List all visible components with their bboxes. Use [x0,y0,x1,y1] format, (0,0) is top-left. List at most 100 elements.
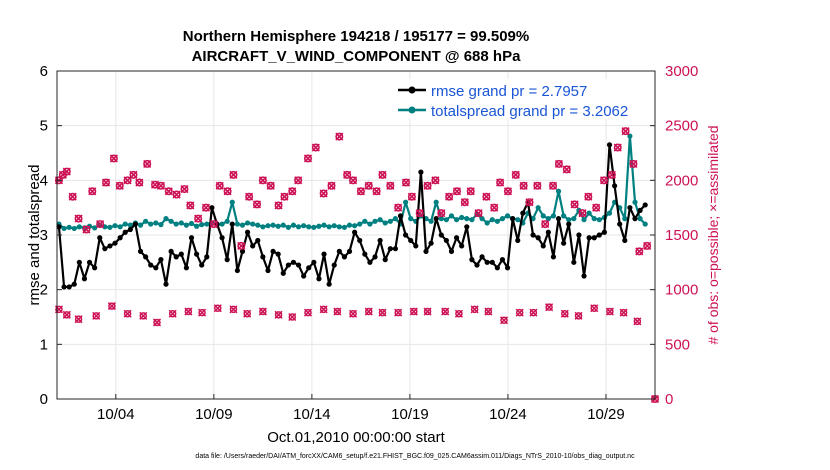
obs-possible-cross [280,192,289,201]
totalspread-point [443,217,449,223]
totalspread-point [239,222,246,228]
rmse-point [255,237,261,244]
totalspread-point [352,223,358,229]
obs-assimilated-point [529,308,538,317]
obs-assimilated-point [243,309,251,318]
obs-possible-point [460,198,469,207]
totalspread-point [178,220,184,226]
obs-possible-cross [466,187,475,196]
obs-assimilated-point [364,307,373,316]
totalspread-point [290,222,297,228]
obs-possible-cross [378,170,387,179]
totalspread-point [545,216,551,222]
obs-possible-point [407,192,416,201]
rmse-point [81,276,88,282]
obs-possible-cross [592,203,601,212]
chart-title: Northern Hemisphere 194218 / 195177 = 99… [183,28,529,45]
rmse-point [148,262,154,268]
obs-assimilated-cross [229,305,238,314]
obs-possible-point [180,185,189,194]
obs-possible-point [592,203,601,212]
obs-possible-cross [223,187,232,196]
obs-assimilated-point [123,309,132,318]
totalspread-point [193,223,200,229]
chart-subtitle: AIRCRAFT_V_WIND_COMPONENT @ 688 hPa [192,48,522,65]
totalspread-point [127,222,133,228]
obs-possible-point [423,181,432,190]
obs-possible-point [129,170,138,179]
obs-possible-cross [311,143,320,152]
obs-possible-cross [607,170,616,179]
totalspread-point [107,224,113,230]
rmse-point [642,202,648,208]
totalspread-point [158,222,164,228]
obs-possible-point [578,209,587,218]
obs-possible-point [386,181,395,190]
obs-possible-cross [258,176,267,185]
rmse-point [637,207,643,213]
obs-assimilated-point [229,305,238,314]
obs-possible-point [303,154,312,163]
rmse-point [260,254,266,260]
totalspread-point [591,216,597,222]
rmse-point [576,232,582,238]
obs-possible-point [186,201,195,210]
obs-assimilated-point [500,316,508,325]
obs-possible-cross [407,192,416,201]
rmse-point [555,216,562,222]
obs-possible-cross [401,178,411,187]
legend-rmse-marker [408,86,416,94]
rmse-point [581,273,587,279]
obs-assimilated-point [606,307,614,316]
totalspread-point [392,216,399,222]
obs-possible-point [294,176,303,185]
obs-possible-cross [164,187,173,196]
obs-possible-cross [237,241,246,250]
obs-possible-cross [437,209,446,218]
obs-possible-cross [490,203,499,212]
obs-assimilated-cross [288,312,297,322]
obs-possible-point [635,247,644,256]
totalspread-point [571,216,577,222]
totalspread-point [229,199,235,205]
obs-assimilated-point [423,307,432,316]
obs-possible-cross [394,203,403,212]
totalspread-point [377,217,383,223]
rmse-point [178,251,184,257]
legend-spread-marker [408,106,416,114]
obs-possible-point [288,187,297,196]
obs-assimilated-point [259,307,267,316]
obs-assimilated-cross [107,302,116,311]
totalspread-point [71,225,77,232]
obs-possible-point [415,209,424,218]
totalspread-point [66,224,72,230]
obs-possible-cross [621,127,630,136]
obs-possible-point [431,176,440,185]
obs-possible-cross [364,181,373,190]
obs-possible-cross [303,154,313,163]
rmse-point [479,254,485,260]
obs-possible-cross [548,181,558,190]
obs-possible-point [135,178,144,187]
totalspread-point [464,216,470,222]
obs-possible-cross [245,192,254,201]
x-tick-label: 10/09 [195,406,233,423]
obs-possible-cross [431,176,440,185]
rmse-point [448,248,455,254]
totalspread-point [316,223,322,229]
obs-possible-cross [482,192,491,201]
totalspread-point [117,224,123,230]
rmse-point [295,262,302,268]
rmse-point [270,248,276,254]
rmse-point [622,237,628,244]
rmse-point [530,232,536,238]
obs-possible-point [394,203,403,212]
obs-possible-cross [635,247,644,256]
obs-possible-cross [423,181,432,190]
obs-possible-point [237,241,246,250]
obs-assimilated-cross [484,307,493,316]
rmse-point [606,142,613,148]
obs-assimilated-cross [333,307,342,316]
rmse-point [459,243,465,249]
x-axis-label: Oct.01,2010 00:00:00 start [267,429,445,446]
